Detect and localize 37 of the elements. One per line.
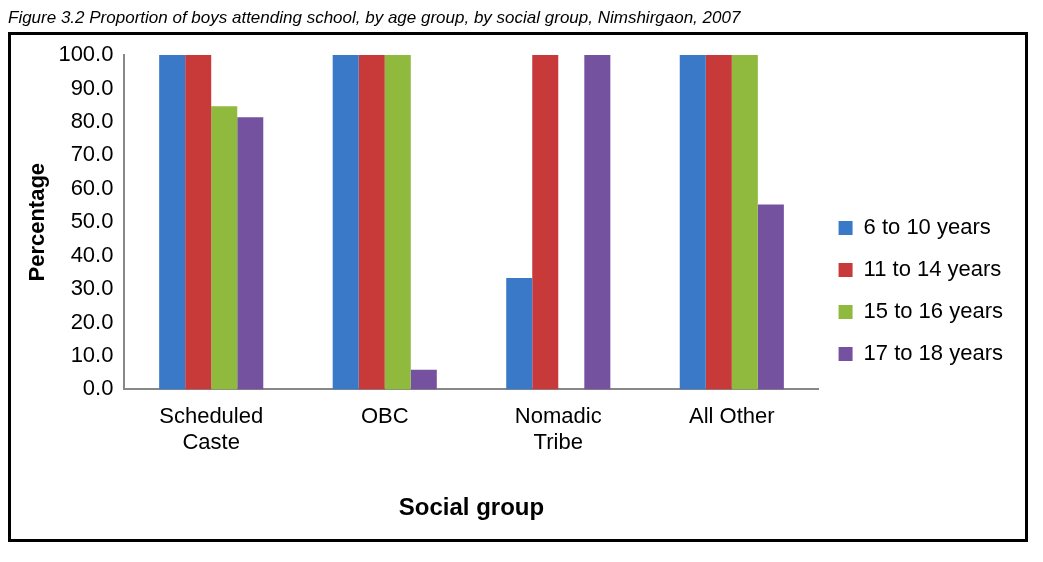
bar [159,55,186,390]
chart-title: Figure 3.2 Proportion of boys attending school, by age group, by social group, Nimshirgaon, 2007 [8,8,742,28]
y-axis-title: Percentage [24,162,50,282]
bar [358,55,385,390]
x-tick-label: Scheduled Caste [159,402,264,455]
y-tick-label: 0.0 [82,375,114,401]
legend-label: 15 to 16 years [863,298,1004,324]
x-tick-label: Nomadic Tribe [514,402,602,455]
legend-label: 17 to 18 years [863,340,1004,366]
bar [185,55,212,390]
bar [532,55,559,390]
y-tick-label: 60.0 [70,174,114,200]
bar [332,55,359,390]
bar [506,278,533,390]
y-tick-label: 20.0 [70,308,114,334]
y-tick-label: 50.0 [70,208,114,234]
bar [584,55,611,390]
bar [211,106,238,390]
y-tick-label: 90.0 [70,74,114,100]
bar [679,55,706,390]
x-axis-title: Social group [398,493,545,521]
bar [731,55,758,390]
y-tick-label: 100.0 [58,41,114,67]
bar [410,369,437,390]
y-tick-label: 40.0 [70,241,114,267]
y-tick-label: 10.0 [70,342,114,368]
y-tick-label: 80.0 [70,107,114,133]
legend-label: 6 to 10 years [863,214,991,240]
bar [757,204,784,390]
x-tick-label: OBC [360,402,409,428]
bar [237,117,264,390]
bar [705,55,732,390]
y-tick-label: 70.0 [70,141,114,167]
bar [384,55,411,390]
legend-label: 11 to 14 years [863,256,1002,282]
y-tick-label: 30.0 [70,275,114,301]
x-tick-label: All Other [689,402,775,428]
